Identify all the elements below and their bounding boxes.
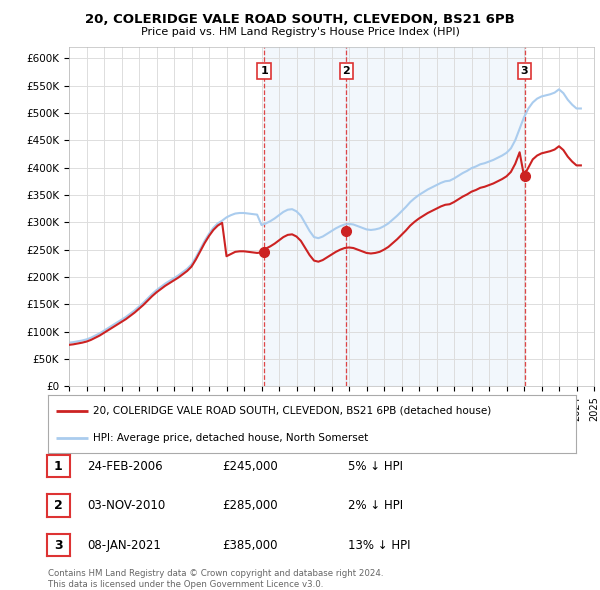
Bar [346,47,524,386]
Text: Contains HM Land Registry data © Crown copyright and database right 2024.
This d: Contains HM Land Registry data © Crown c… [48,569,383,589]
Text: 2% ↓ HPI: 2% ↓ HPI [348,499,403,512]
Text: 5% ↓ HPI: 5% ↓ HPI [348,460,403,473]
Text: 2: 2 [343,66,350,76]
Text: 3: 3 [54,539,62,552]
Text: 2: 2 [54,499,62,512]
Text: 08-JAN-2021: 08-JAN-2021 [87,539,161,552]
Text: Price paid vs. HM Land Registry's House Price Index (HPI): Price paid vs. HM Land Registry's House … [140,27,460,37]
Text: 20, COLERIDGE VALE ROAD SOUTH, CLEVEDON, BS21 6PB (detached house): 20, COLERIDGE VALE ROAD SOUTH, CLEVEDON,… [93,406,491,416]
Text: 1: 1 [260,66,268,76]
Text: 3: 3 [521,66,529,76]
Text: 24-FEB-2006: 24-FEB-2006 [87,460,163,473]
Text: 03-NOV-2010: 03-NOV-2010 [87,499,165,512]
Text: £385,000: £385,000 [222,539,277,552]
Text: £245,000: £245,000 [222,460,278,473]
Text: 20, COLERIDGE VALE ROAD SOUTH, CLEVEDON, BS21 6PB: 20, COLERIDGE VALE ROAD SOUTH, CLEVEDON,… [85,13,515,26]
Text: 13% ↓ HPI: 13% ↓ HPI [348,539,410,552]
Text: HPI: Average price, detached house, North Somerset: HPI: Average price, detached house, Nort… [93,432,368,442]
Text: £285,000: £285,000 [222,499,278,512]
Bar [264,47,346,386]
Text: 1: 1 [54,460,62,473]
